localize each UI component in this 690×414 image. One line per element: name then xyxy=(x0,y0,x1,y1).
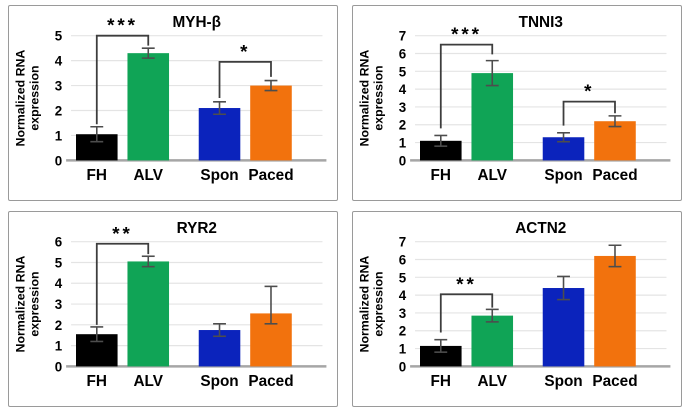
svg-text:4: 4 xyxy=(399,82,407,97)
svg-text:Spon: Spon xyxy=(200,167,238,184)
svg-text:7: 7 xyxy=(399,235,406,250)
chart-panel-ryr2: RYR2 0 1 2 3 4 5 6 Normalized RNA expression FH ALV… xyxy=(8,211,338,407)
svg-text:5: 5 xyxy=(55,255,63,270)
svg-text:5: 5 xyxy=(399,270,407,285)
svg-text:***: *** xyxy=(107,15,138,36)
svg-text:1: 1 xyxy=(399,136,407,151)
svg-text:*: * xyxy=(584,81,594,102)
svg-text:TNNI3: TNNI3 xyxy=(519,14,563,31)
svg-text:*: * xyxy=(240,41,250,62)
chart-panel-myh-beta: MYH-β 0 1 2 3 4 5 Normalized RNA expression FH ALV… xyxy=(8,5,338,201)
svg-text:Normalized RNA: Normalized RNA xyxy=(14,256,28,353)
svg-text:1: 1 xyxy=(399,342,407,357)
svg-text:5: 5 xyxy=(399,64,407,79)
charts-grid: MYH-β 0 1 2 3 4 5 Normalized RNA expression FH ALV… xyxy=(8,5,682,407)
svg-text:Spon: Spon xyxy=(544,373,582,390)
svg-text:expression: expression xyxy=(27,271,41,336)
svg-text:3: 3 xyxy=(399,306,406,321)
svg-text:2: 2 xyxy=(399,324,406,339)
svg-text:1: 1 xyxy=(55,128,63,143)
svg-text:0: 0 xyxy=(55,153,62,168)
svg-text:MYH-β: MYH-β xyxy=(172,14,221,31)
bar-chart-myh-beta: MYH-β 0 1 2 3 4 5 Normalized RNA expression FH ALV… xyxy=(14,14,327,184)
svg-text:Normalized RNA: Normalized RNA xyxy=(358,256,372,353)
bar-chart-actn2: ACTN2 0 1 2 3 4 5 6 7 Normalized RNA expression FH A… xyxy=(358,220,671,390)
bar-chart-tnni3: TNNI3 0 1 2 3 4 5 6 7 Normalized RNA expression FH A… xyxy=(358,14,671,184)
svg-text:expression: expression xyxy=(371,271,385,336)
svg-text:Paced: Paced xyxy=(248,167,293,184)
svg-text:RYR2: RYR2 xyxy=(177,220,217,237)
svg-text:**: ** xyxy=(112,223,133,244)
svg-text:7: 7 xyxy=(399,29,406,44)
svg-text:ALV: ALV xyxy=(133,167,163,184)
svg-text:0: 0 xyxy=(399,153,406,168)
svg-text:6: 6 xyxy=(399,252,406,267)
svg-text:4: 4 xyxy=(399,288,407,303)
svg-text:2: 2 xyxy=(55,103,62,118)
svg-text:5: 5 xyxy=(55,29,63,44)
svg-text:6: 6 xyxy=(55,235,62,250)
chart-panel-actn2: ACTN2 0 1 2 3 4 5 6 7 Normalized RNA expression FH A… xyxy=(352,211,682,407)
svg-text:Paced: Paced xyxy=(592,167,637,184)
svg-text:3: 3 xyxy=(55,79,62,94)
svg-text:expression: expression xyxy=(27,65,41,130)
svg-text:0: 0 xyxy=(399,359,406,374)
svg-text:ALV: ALV xyxy=(477,373,507,390)
chart-panel-tnni3: TNNI3 0 1 2 3 4 5 6 7 Normalized RNA expression FH A… xyxy=(352,5,682,201)
svg-text:1: 1 xyxy=(55,339,63,354)
svg-text:Paced: Paced xyxy=(592,373,637,390)
svg-text:6: 6 xyxy=(399,46,406,61)
bar-chart-ryr2: RYR2 0 1 2 3 4 5 6 Normalized RNA expression FH ALV… xyxy=(14,220,327,390)
svg-text:FH: FH xyxy=(87,373,107,390)
svg-text:ALV: ALV xyxy=(477,167,507,184)
svg-text:FH: FH xyxy=(431,167,451,184)
svg-text:0: 0 xyxy=(55,359,62,374)
svg-text:expression: expression xyxy=(371,65,385,130)
svg-text:ACTN2: ACTN2 xyxy=(515,220,566,237)
svg-text:2: 2 xyxy=(399,118,406,133)
svg-text:***: *** xyxy=(451,24,482,45)
svg-text:Spon: Spon xyxy=(544,167,582,184)
svg-text:Spon: Spon xyxy=(200,373,238,390)
svg-text:3: 3 xyxy=(55,297,62,312)
svg-text:4: 4 xyxy=(55,54,63,69)
svg-text:3: 3 xyxy=(399,100,406,115)
svg-text:Normalized RNA: Normalized RNA xyxy=(358,50,372,147)
svg-text:FH: FH xyxy=(431,373,451,390)
svg-text:2: 2 xyxy=(55,318,62,333)
svg-text:Normalized RNA: Normalized RNA xyxy=(14,50,28,147)
svg-text:4: 4 xyxy=(55,276,63,291)
svg-text:FH: FH xyxy=(87,167,107,184)
svg-text:**: ** xyxy=(456,273,477,294)
svg-text:ALV: ALV xyxy=(133,373,163,390)
svg-text:Paced: Paced xyxy=(248,373,293,390)
